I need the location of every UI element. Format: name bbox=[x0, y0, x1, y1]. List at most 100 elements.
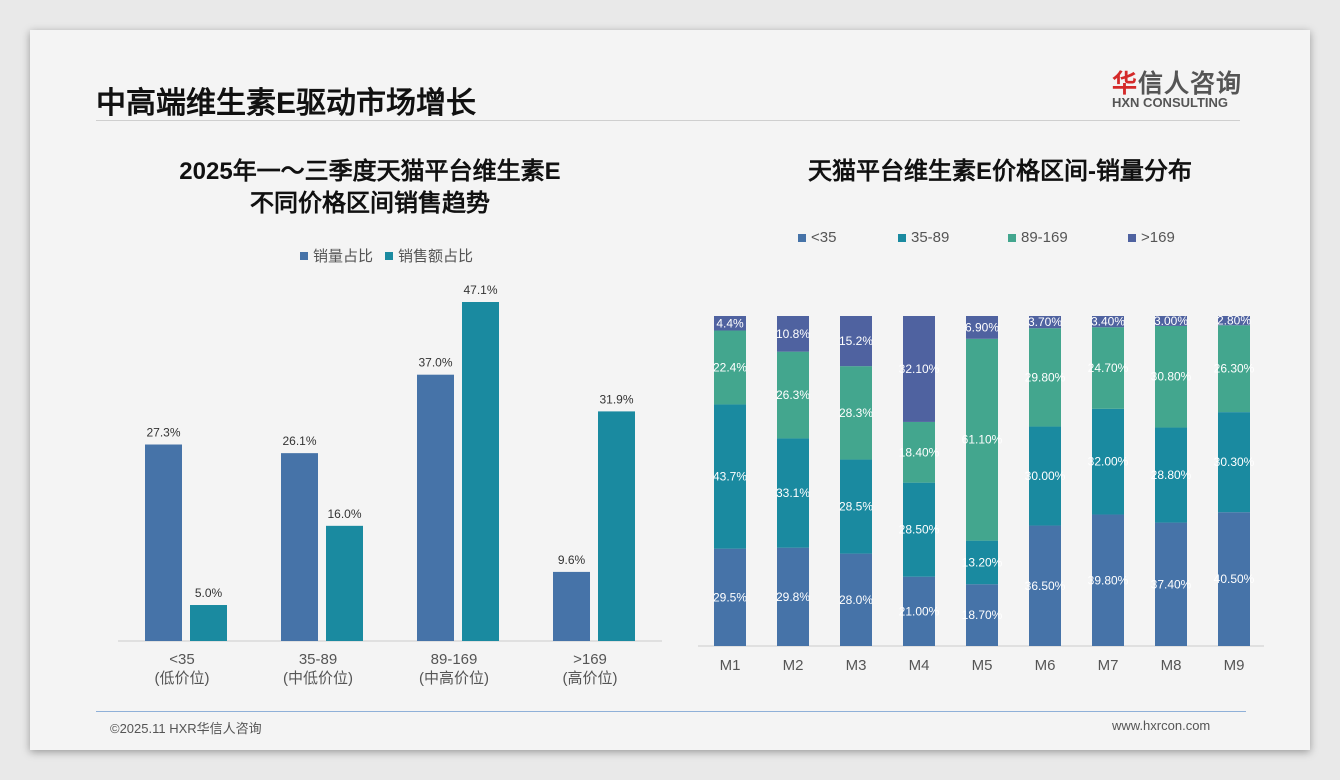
legend-swatch bbox=[300, 251, 308, 260]
legend-item: 89-169 bbox=[1008, 229, 1128, 246]
data-label: 4.4% bbox=[716, 316, 744, 330]
data-label: 37.40% bbox=[1151, 577, 1192, 591]
stacked-bar-segment bbox=[840, 459, 872, 554]
stacked-bar-segment bbox=[1092, 408, 1124, 515]
stacked-bar-segment bbox=[1029, 525, 1061, 646]
data-label: 27.3% bbox=[146, 426, 180, 440]
right-legend: <35 35-89 89-169 >169 bbox=[798, 229, 1175, 246]
stacked-bar-segment bbox=[777, 316, 809, 352]
data-label: 26.30% bbox=[1214, 362, 1255, 376]
data-label: 18.70% bbox=[962, 608, 1003, 622]
x-tick-label: M2 bbox=[783, 657, 804, 674]
data-label: 26.3% bbox=[776, 388, 810, 402]
stacked-bar-segment bbox=[714, 330, 746, 405]
page-title: 中高端维生素E驱动市场增长 bbox=[96, 87, 477, 120]
stacked-bar-segment bbox=[777, 547, 809, 646]
legend-item: <35 bbox=[798, 229, 898, 246]
x-tick-label: M8 bbox=[1161, 657, 1182, 674]
x-tick-label: M5 bbox=[972, 657, 993, 674]
stacked-bar-segment bbox=[966, 316, 998, 339]
data-label: 6.90% bbox=[965, 320, 999, 334]
stacked-bar-segment bbox=[777, 438, 809, 548]
stacked-bar-segment bbox=[1218, 412, 1250, 513]
data-label: 28.5% bbox=[839, 500, 873, 514]
stacked-bar-segment bbox=[1029, 426, 1061, 526]
x-tick-label: M6 bbox=[1035, 657, 1056, 674]
x-tick-label: M4 bbox=[909, 657, 930, 674]
x-tick-label: M7 bbox=[1098, 657, 1119, 674]
legend-label: <35 bbox=[811, 229, 837, 246]
data-label: 33.1% bbox=[776, 486, 810, 500]
x-tick-label: <35 bbox=[169, 651, 194, 668]
right-chart-title: 天猫平台维生素E价格区间-销量分布 bbox=[808, 158, 1192, 185]
bar bbox=[553, 571, 590, 641]
legend-swatch bbox=[1128, 233, 1136, 242]
data-label: 16.0% bbox=[327, 507, 361, 521]
data-label: 31.9% bbox=[599, 392, 633, 406]
legend-label: >169 bbox=[1141, 229, 1175, 246]
left-chart-title-line1: 2025年一～三季度天猫平台维生素E bbox=[179, 158, 561, 185]
stacked-bar-segment bbox=[966, 540, 998, 585]
legend-swatch bbox=[385, 251, 394, 260]
stacked-bar-segment bbox=[1029, 328, 1061, 427]
x-tick-label: 89-169 bbox=[431, 651, 478, 668]
logo-text: 信人咨询 bbox=[1138, 70, 1243, 98]
data-label: 10.8% bbox=[776, 327, 810, 341]
logo-en: HXN CONSULTING bbox=[1112, 95, 1229, 110]
data-label: 30.30% bbox=[1214, 455, 1255, 469]
bar bbox=[417, 374, 454, 641]
slide: 中高端维生素E驱动市场增长 华信人咨询 HXN CONSULTING 2025年… bbox=[30, 30, 1310, 750]
data-label: 22.4% bbox=[713, 360, 747, 374]
data-label: 26.1% bbox=[282, 434, 316, 448]
stacked-bar-segment bbox=[840, 366, 872, 460]
stacked-bar-segment bbox=[1029, 316, 1061, 329]
legend-item: >169 bbox=[1128, 229, 1175, 246]
stacked-bar-segment bbox=[1092, 514, 1124, 646]
data-label: 36.50% bbox=[1025, 579, 1066, 593]
stacked-bar-segment bbox=[1218, 512, 1250, 646]
left-chart: 27.3% 5.0% <35 (低价位) 26.1% 16.0% 35-89 (中低价位) 37… bbox=[118, 283, 662, 687]
copyright: ©2025.11 HXR华信人咨询 bbox=[110, 721, 262, 736]
footer-divider bbox=[96, 711, 1246, 712]
data-label: 29.8% bbox=[776, 590, 810, 604]
stacked-bar-segment bbox=[903, 421, 935, 483]
data-label: 47.1% bbox=[463, 283, 497, 297]
data-label: 3.40% bbox=[1091, 315, 1125, 329]
logo-red-char: 华 bbox=[1112, 70, 1139, 98]
data-label: 30.80% bbox=[1151, 370, 1192, 384]
data-label: 3.00% bbox=[1154, 314, 1188, 328]
header-divider bbox=[96, 120, 1240, 121]
data-label: 24.70% bbox=[1088, 361, 1129, 375]
bar bbox=[598, 411, 635, 641]
legend-label: 销售额占比 bbox=[398, 248, 474, 265]
stacked-bar-segment bbox=[1218, 316, 1250, 326]
data-label: 28.80% bbox=[1151, 468, 1192, 482]
data-label: 39.80% bbox=[1088, 573, 1129, 587]
stacked-bar-segment bbox=[1092, 316, 1124, 328]
left-chart-title-line2: 不同价格区间销售趋势 bbox=[250, 190, 490, 217]
website-link[interactable]: www.hxrcon.com bbox=[1112, 718, 1211, 733]
stacked-bar-segment bbox=[777, 351, 809, 439]
x-tick-sublabel: (低价位) bbox=[155, 670, 210, 687]
data-label: 29.80% bbox=[1025, 370, 1066, 384]
legend-item: 35-89 bbox=[898, 229, 1008, 246]
stacked-bar-segment bbox=[714, 548, 746, 646]
x-tick-label: M1 bbox=[720, 657, 741, 674]
left-legend: 销量占比 销售额占比 bbox=[300, 245, 473, 266]
stacked-bar-segment bbox=[903, 482, 935, 577]
stacked-bar-segment bbox=[1092, 327, 1124, 409]
data-label: 61.10% bbox=[962, 433, 1003, 447]
x-tick-label: M3 bbox=[846, 657, 867, 674]
bar bbox=[145, 444, 182, 641]
data-label: 18.40% bbox=[899, 445, 940, 459]
right-chart: 29.5% 43.7% 22.4% 4.4% M1 29.8% 33.1% 26.3% 10.8… bbox=[698, 314, 1264, 674]
stacked-bar-segment bbox=[840, 553, 872, 646]
x-tick-sublabel: (中低价位) bbox=[283, 670, 353, 687]
x-tick-sublabel: (高价位) bbox=[563, 670, 618, 687]
x-tick-sublabel: (中高价位) bbox=[419, 670, 489, 687]
stacked-bar-segment bbox=[1155, 316, 1187, 326]
data-label: 5.0% bbox=[195, 586, 223, 600]
data-label: 30.00% bbox=[1025, 469, 1066, 483]
stacked-bar-segment bbox=[1155, 427, 1187, 523]
data-label: 40.50% bbox=[1214, 572, 1255, 586]
